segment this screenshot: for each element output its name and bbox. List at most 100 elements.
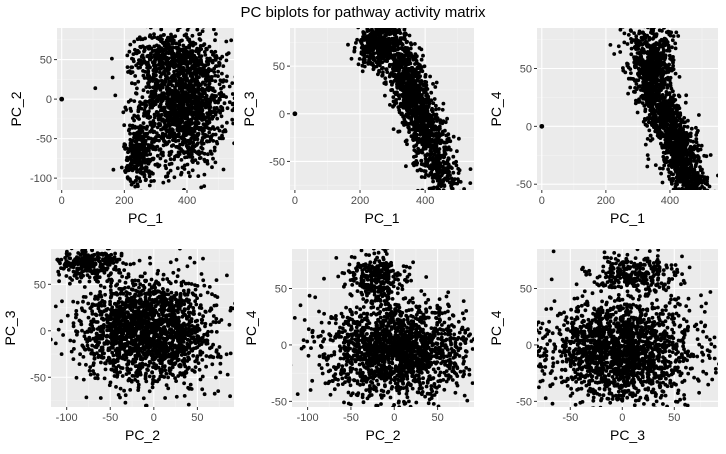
data-point — [698, 228, 702, 232]
data-point — [194, 123, 199, 128]
data-point — [183, 59, 188, 64]
data-point — [447, 198, 451, 202]
data-point — [666, 128, 671, 133]
data-point — [121, 110, 126, 115]
y-axis-label: PC_4 — [488, 91, 504, 126]
y-axis-label: PC_2 — [8, 91, 24, 126]
data-point — [416, 139, 421, 144]
data-point — [152, 115, 157, 120]
data-point — [232, 141, 234, 146]
data-point — [229, 38, 234, 43]
data-point — [471, 223, 475, 227]
data-point — [186, 107, 191, 111]
data-point — [373, 17, 377, 21]
data-point — [202, 151, 207, 156]
data-point — [681, 217, 685, 221]
data-point — [423, 213, 427, 217]
data-point — [423, 72, 428, 77]
data-point — [225, 74, 229, 79]
data-point — [394, 90, 399, 95]
data-point — [392, 28, 397, 30]
data-point — [190, 110, 195, 114]
data-point — [442, 222, 446, 226]
data-point — [209, 49, 214, 54]
data-point — [217, 128, 222, 133]
data-point — [187, 147, 191, 152]
data-point — [134, 144, 139, 149]
data-point — [211, 114, 216, 119]
data-point — [203, 88, 208, 92]
data-point — [141, 125, 146, 130]
data-point — [377, 0, 381, 4]
data-point — [410, 70, 415, 75]
data-point — [469, 230, 473, 234]
data-point — [684, 195, 688, 199]
data-point — [607, 0, 611, 1]
data-point — [205, 101, 210, 105]
data-point — [160, 47, 165, 52]
data-point — [410, 127, 415, 132]
data-point — [705, 194, 709, 198]
data-point — [660, 180, 665, 185]
data-point — [207, 82, 211, 87]
data-point — [200, 98, 205, 103]
data-point — [195, 28, 200, 32]
data-point — [193, 82, 198, 87]
data-point — [132, 39, 137, 44]
data-point — [142, 159, 146, 164]
data-point — [178, 126, 183, 131]
data-point — [134, 157, 138, 161]
data-point — [147, 183, 152, 188]
data-point — [154, 67, 159, 71]
data-point — [185, 28, 190, 32]
data-point — [125, 53, 130, 58]
data-point — [361, 35, 365, 39]
data-point — [705, 195, 709, 199]
data-point — [144, 177, 148, 182]
data-point — [423, 163, 428, 168]
data-point — [613, 11, 617, 15]
data-point — [199, 82, 203, 87]
data-point — [654, 123, 659, 128]
data-point — [135, 182, 140, 187]
data-point — [172, 38, 176, 43]
data-point — [139, 198, 143, 202]
data-point — [131, 52, 136, 56]
data-point — [425, 152, 430, 157]
data-point — [143, 36, 148, 41]
data-point — [130, 56, 134, 61]
data-point — [195, 24, 199, 28]
data-point — [178, 76, 183, 81]
data-point — [416, 146, 420, 151]
data-point — [126, 128, 131, 133]
data-point — [443, 211, 447, 215]
data-point — [380, 73, 384, 78]
data-point — [221, 136, 225, 141]
data-point — [387, 20, 391, 24]
data-point — [696, 197, 700, 201]
data-point — [169, 99, 173, 104]
data-point — [196, 111, 200, 116]
data-point — [410, 103, 415, 107]
data-point — [161, 180, 166, 185]
data-point — [451, 196, 455, 200]
data-point — [692, 214, 696, 218]
data-point — [192, 67, 197, 72]
data-point — [158, 147, 163, 152]
data-point — [152, 53, 156, 57]
data-point — [224, 58, 229, 63]
data-point — [145, 114, 150, 118]
data-point — [388, 12, 392, 16]
data-point — [165, 74, 169, 79]
data-point — [708, 193, 712, 197]
data-point — [148, 129, 153, 134]
data-point — [425, 87, 430, 91]
y-tick-label: -50 — [516, 179, 532, 191]
data-point — [442, 184, 447, 189]
data-point — [431, 101, 436, 106]
data-point — [446, 201, 450, 205]
data-point — [376, 10, 380, 14]
data-point — [200, 88, 205, 93]
data-point — [431, 179, 435, 184]
